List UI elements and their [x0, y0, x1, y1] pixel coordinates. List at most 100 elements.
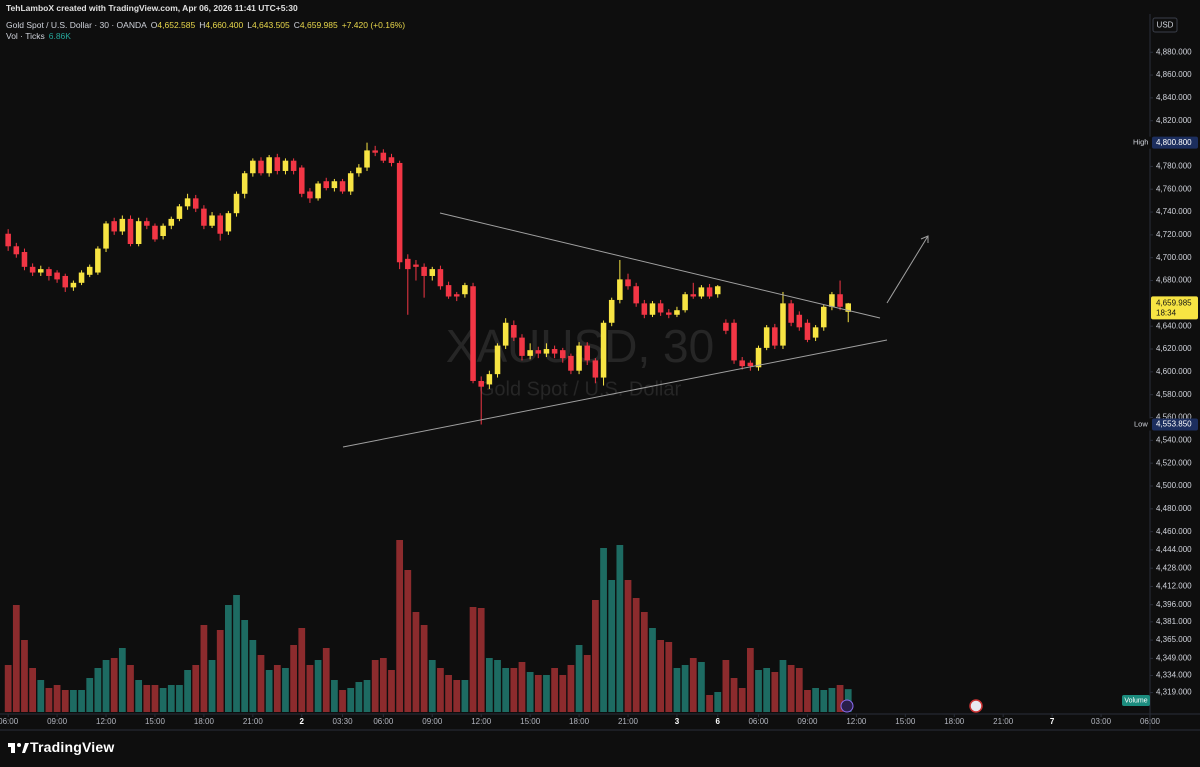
volume-bar: [379, 658, 387, 712]
x-tick-label: 03:00: [1091, 717, 1112, 726]
candle-body: [421, 266, 427, 276]
volume-bar: [388, 670, 395, 712]
candle-body: [266, 157, 272, 174]
volume-bar: [257, 655, 265, 712]
candle-body: [804, 322, 811, 340]
candle-body: [551, 349, 558, 354]
x-tick-label: 09:00: [47, 717, 68, 726]
legend-symbol: Gold Spot / U.S. Dollar · 30 · OANDA: [6, 20, 147, 30]
volume-bar: [583, 655, 591, 712]
volume-bar: [551, 668, 558, 712]
volume-bar: [404, 570, 412, 712]
x-tick-label: 12:00: [846, 717, 867, 726]
currency-box[interactable]: [1152, 17, 1178, 33]
high-label-box: [1128, 136, 1151, 149]
candle-body: [780, 303, 786, 346]
legend-line: Gold Spot / U.S. Dollar · 30 · OANDA O4,6…: [6, 20, 405, 30]
y-tick-label: 4,428.000: [1156, 563, 1192, 572]
candle-body: [201, 208, 207, 226]
candle-body: [168, 218, 175, 226]
candle-body: [462, 285, 468, 295]
candle-body: [674, 310, 680, 315]
candle-body: [70, 282, 77, 288]
event-icon[interactable]: [969, 699, 983, 713]
y-tick-label: 4,700.000: [1156, 253, 1192, 262]
x-tick-label: 15:00: [145, 717, 166, 726]
candle-body: [405, 258, 411, 270]
candle-body: [160, 225, 166, 237]
y-tick-label: 4,444.000: [1156, 545, 1192, 554]
y-tick-label: 4,480.000: [1156, 504, 1192, 513]
y-tick-label: 4,560.000: [1156, 413, 1192, 422]
volume-bar: [347, 688, 355, 712]
candle-body: [820, 306, 827, 328]
x-tick-label: 03:30: [333, 717, 354, 726]
candle-body: [600, 322, 607, 378]
volume-bar: [314, 660, 322, 712]
candle-pane: [5, 142, 851, 425]
candle-body: [29, 266, 36, 273]
volume-bar: [836, 685, 844, 712]
candle-body: [755, 347, 762, 368]
volume-bar: [143, 685, 151, 712]
volume-bar: [559, 675, 567, 712]
candle-body: [527, 350, 533, 356]
volume-bar: [428, 660, 436, 712]
volume-bar: [640, 612, 648, 712]
candle-body: [519, 337, 525, 356]
volume-bar: [632, 598, 640, 712]
brand: TradingView: [30, 739, 115, 755]
volume-bar: [673, 668, 681, 712]
volume-bar: [771, 672, 779, 712]
y-tick-label: 4,680.000: [1156, 276, 1192, 285]
x-tick-label: 06:00: [1140, 717, 1161, 726]
event-icon[interactable]: [840, 699, 854, 713]
volume-bar: [118, 648, 126, 712]
drawings: [342, 212, 929, 448]
volume-name: Vol · Ticks: [6, 31, 45, 41]
volume-bar: [102, 660, 110, 712]
low-value-box: [1152, 418, 1198, 431]
y-tick-label: 4,620.000: [1156, 344, 1192, 353]
volume-bar: [567, 665, 575, 712]
candle-body: [38, 269, 44, 273]
low-label-box: [1130, 418, 1151, 431]
volume-bar: [502, 668, 510, 712]
volume-bar: [714, 692, 722, 712]
volume-bar: [649, 628, 656, 712]
x-tick-label: 6: [716, 717, 721, 726]
volume-bar: [420, 625, 428, 712]
volume-bar: [273, 665, 281, 712]
legend-key: C: [293, 20, 300, 30]
x-tick-label: 09:00: [422, 717, 443, 726]
volume-bar: [624, 580, 632, 712]
legend-key: H: [199, 20, 206, 30]
candle-body: [372, 150, 378, 153]
candle-body: [339, 181, 346, 192]
volume-bar: [339, 690, 346, 712]
volume-bar: [78, 690, 85, 712]
volume-bar: [61, 690, 69, 712]
volume-bar: [249, 640, 257, 712]
x-tick-label: 15:00: [895, 717, 916, 726]
volume-bar: [730, 678, 738, 712]
watermark-description: Gold Spot / U.S. Dollar: [479, 378, 682, 400]
volume-bar: [534, 675, 542, 712]
low-value: 4,553.850: [1156, 420, 1192, 429]
candle-body: [470, 286, 476, 381]
volume-bar: [184, 670, 191, 712]
volume-badge-box: [1122, 695, 1150, 706]
candle-body: [453, 294, 460, 297]
trend-line-upper: [439, 212, 881, 319]
volume-bar: [159, 688, 167, 712]
candle-body: [829, 294, 835, 307]
volume-bar: [282, 668, 289, 712]
x-tick-label: 18:00: [569, 717, 590, 726]
candle-body: [144, 221, 150, 226]
volume-bar: [445, 675, 452, 712]
volume-bar: [616, 545, 624, 712]
candle-body: [282, 160, 289, 171]
volume-bar: [241, 620, 249, 712]
volume-bar: [689, 658, 697, 712]
volume-bar: [110, 658, 118, 712]
